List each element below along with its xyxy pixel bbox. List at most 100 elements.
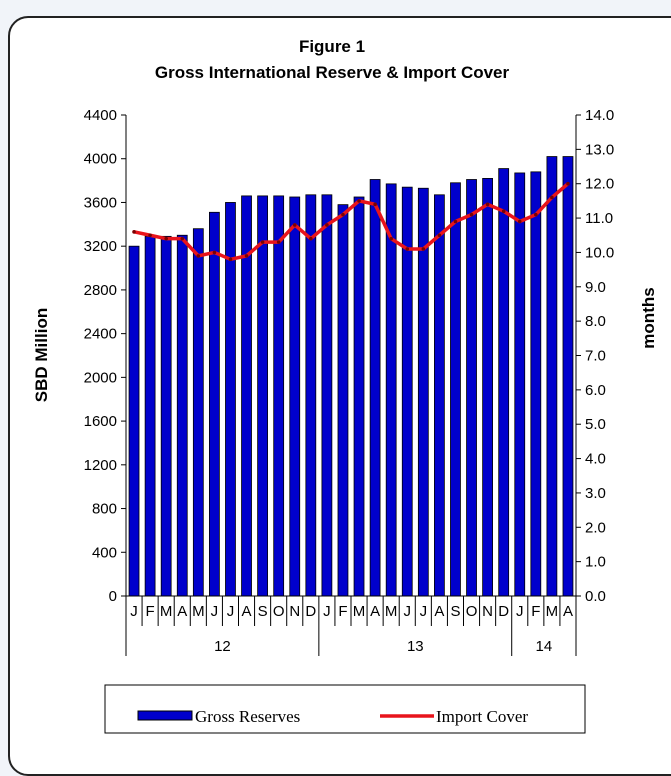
x-tick-label: A — [242, 603, 252, 620]
y2-tick-label: 5.0 — [585, 416, 606, 433]
point-import-cover — [421, 247, 426, 251]
bar-gross-reserves — [562, 156, 574, 597]
year-group-label: 13 — [407, 638, 424, 655]
x-tick-label: F — [146, 603, 155, 620]
bar-gross-reserves — [514, 172, 526, 597]
bar-gross-reserves — [369, 179, 381, 597]
x-tick-label: D — [498, 603, 509, 620]
point-import-cover — [292, 223, 297, 227]
y-tick-label: 3600 — [84, 194, 117, 211]
bar-gross-reserves — [546, 156, 558, 597]
point-import-cover — [453, 219, 458, 224]
y2-tick-label: 0.0 — [585, 588, 606, 605]
y-tick-label: 1600 — [84, 413, 117, 430]
bar-gross-reserves — [337, 204, 349, 597]
bar-gross-reserves — [273, 195, 285, 597]
legend-box — [104, 684, 586, 734]
point-import-cover — [437, 233, 442, 238]
point-import-cover — [325, 223, 329, 227]
x-tick-label: A — [563, 603, 573, 620]
point-import-cover — [196, 254, 201, 258]
y2-tick-label: 12.0 — [585, 176, 614, 193]
x-tick-label: D — [305, 603, 316, 620]
point-import-cover — [309, 236, 313, 241]
y-tick-label: 4400 — [84, 107, 117, 124]
bar-gross-reserves — [466, 179, 477, 597]
point-import-cover — [485, 202, 490, 207]
point-import-cover — [132, 230, 136, 234]
y-tick-label: 2400 — [84, 326, 117, 343]
bar-gross-reserves — [530, 171, 542, 597]
y-tick-label: 2000 — [84, 369, 117, 386]
point-import-cover — [566, 181, 570, 186]
chart-svg: Figure 1 Gross International Reserve & I… — [32, 37, 658, 734]
y-tick-label: 2800 — [84, 282, 117, 299]
point-import-cover — [260, 240, 265, 244]
y2-tick-label: 2.0 — [585, 519, 606, 536]
x-tick-label: J — [516, 603, 524, 620]
x-tick-label: M — [192, 603, 205, 620]
point-import-cover — [228, 257, 233, 262]
point-import-cover — [405, 247, 410, 251]
bar-gross-reserves — [321, 194, 333, 597]
chart-subtitle: Gross International Reserve & Import Cov… — [155, 63, 510, 82]
point-import-cover — [164, 236, 168, 241]
point-import-cover — [389, 236, 393, 241]
bar-gross-reserves — [450, 182, 461, 597]
bar-gross-reserves — [289, 196, 301, 597]
x-tick-label: N — [482, 603, 493, 620]
y2-tick-label: 7.0 — [585, 348, 606, 365]
plot-area: 0 400 800 1200 1600 2000 2400 2800 3200 3600 4000 4… — [84, 107, 614, 656]
x-tick-label: S — [450, 603, 460, 620]
y-tick-label: 0 — [109, 588, 117, 605]
bar-gross-reserves — [385, 183, 397, 597]
y-tick-label: 800 — [92, 501, 117, 518]
bar-gross-reserves — [353, 196, 365, 597]
legend-label-gross-reserves: Gross Reserves — [195, 707, 300, 726]
bar-gross-reserves — [434, 194, 445, 597]
point-import-cover — [550, 195, 554, 200]
y-tick-label: 400 — [92, 544, 117, 561]
bar-gross-reserves — [498, 168, 510, 597]
y2-tick-label: 8.0 — [585, 313, 606, 330]
x-tick-label: S — [258, 603, 268, 620]
line-import-cover — [133, 182, 570, 262]
bar-gross-reserves — [144, 235, 156, 597]
point-import-cover — [517, 219, 522, 224]
y-tick-label: 4000 — [84, 151, 117, 168]
y-tick-label: 1200 — [84, 457, 117, 474]
y2-tick-label: 4.0 — [585, 451, 606, 468]
y2-tick-label: 14.0 — [585, 107, 614, 124]
x-tick-label: J — [211, 603, 219, 620]
point-import-cover — [357, 199, 361, 203]
point-import-cover — [341, 212, 345, 217]
y2-tick-label: 9.0 — [585, 279, 606, 296]
y2-tick-label: 3.0 — [585, 485, 606, 502]
legend: Gross Reserves Import Cover — [104, 684, 586, 734]
x-tick-label: F — [338, 603, 347, 620]
y-axis-label: SBD Million — [32, 308, 51, 402]
bar-gross-reserves — [160, 235, 172, 597]
x-tick-label: J — [404, 603, 412, 620]
bar-gross-reserves — [192, 228, 204, 597]
bar-gross-reserves — [482, 178, 493, 597]
year-group-label: 14 — [536, 638, 553, 655]
point-import-cover — [212, 250, 217, 255]
x-tick-label: M — [385, 603, 398, 620]
chart-title: Figure 1 — [299, 37, 365, 56]
x-tick-label: M — [546, 603, 559, 620]
y2-tick-label: 13.0 — [585, 141, 614, 158]
point-import-cover — [180, 236, 185, 241]
x-tick-label: F — [531, 603, 540, 620]
x-tick-label: A — [434, 603, 444, 620]
point-import-cover — [501, 209, 506, 213]
y2-tick-label: 11.0 — [585, 210, 613, 227]
bar-gross-reserves — [305, 194, 317, 597]
bar-gross-reserves — [225, 202, 236, 597]
year-group-label: 12 — [214, 638, 231, 655]
x-tick-label: N — [289, 603, 300, 620]
x-tick-label: M — [353, 603, 366, 620]
point-import-cover — [534, 212, 538, 217]
y2-tick-label: 10.0 — [585, 244, 614, 261]
bar-gross-reserves — [176, 234, 188, 597]
